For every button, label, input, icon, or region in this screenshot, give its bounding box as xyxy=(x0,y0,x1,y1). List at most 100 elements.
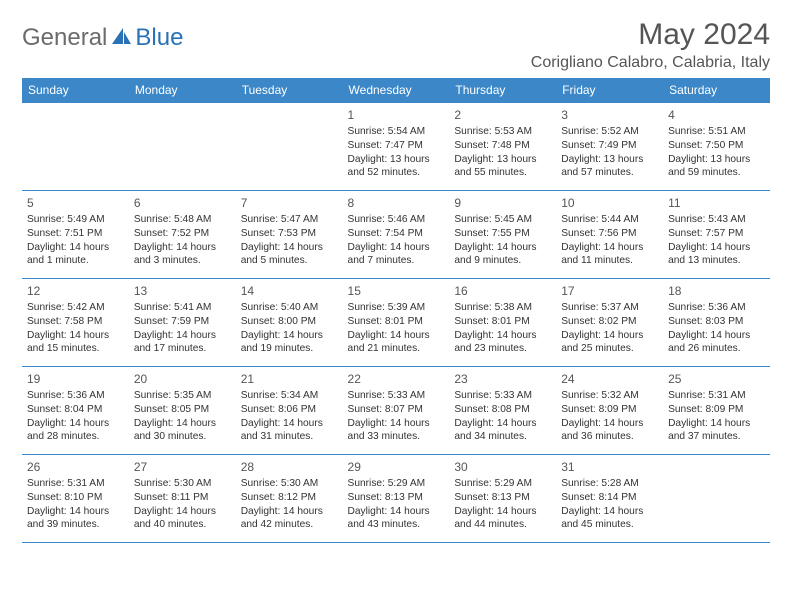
daylight-text: Daylight: 14 hours xyxy=(27,417,124,431)
calendar-cell: 22Sunrise: 5:33 AMSunset: 8:07 PMDayligh… xyxy=(343,367,450,455)
sunset-text: Sunset: 8:09 PM xyxy=(561,403,658,417)
sunset-text: Sunset: 8:05 PM xyxy=(134,403,231,417)
daylight-text: and 44 minutes. xyxy=(454,518,551,532)
calendar-cell: 10Sunrise: 5:44 AMSunset: 7:56 PMDayligh… xyxy=(556,191,663,279)
calendar-cell: 23Sunrise: 5:33 AMSunset: 8:08 PMDayligh… xyxy=(449,367,556,455)
day-number: 14 xyxy=(241,283,338,299)
weekday-header: Thursday xyxy=(449,78,556,103)
weekday-header: Friday xyxy=(556,78,663,103)
day-number: 25 xyxy=(668,371,765,387)
sunset-text: Sunset: 8:02 PM xyxy=(561,315,658,329)
daylight-text: and 25 minutes. xyxy=(561,342,658,356)
daylight-text: Daylight: 14 hours xyxy=(348,505,445,519)
weekday-header: Sunday xyxy=(22,78,129,103)
sunrise-text: Sunrise: 5:37 AM xyxy=(561,301,658,315)
day-number: 2 xyxy=(454,107,551,123)
daylight-text: Daylight: 14 hours xyxy=(348,329,445,343)
calendar-cell: 25Sunrise: 5:31 AMSunset: 8:09 PMDayligh… xyxy=(663,367,770,455)
daylight-text: Daylight: 14 hours xyxy=(348,417,445,431)
day-number: 4 xyxy=(668,107,765,123)
sunrise-text: Sunrise: 5:52 AM xyxy=(561,125,658,139)
calendar-row: 12Sunrise: 5:42 AMSunset: 7:58 PMDayligh… xyxy=(22,279,770,367)
daylight-text: and 55 minutes. xyxy=(454,166,551,180)
sunrise-text: Sunrise: 5:29 AM xyxy=(348,477,445,491)
calendar-cell: 26Sunrise: 5:31 AMSunset: 8:10 PMDayligh… xyxy=(22,455,129,543)
calendar-body: 1Sunrise: 5:54 AMSunset: 7:47 PMDaylight… xyxy=(22,103,770,543)
sunrise-text: Sunrise: 5:33 AM xyxy=(348,389,445,403)
sunrise-text: Sunrise: 5:43 AM xyxy=(668,213,765,227)
calendar-cell: 1Sunrise: 5:54 AMSunset: 7:47 PMDaylight… xyxy=(343,103,450,191)
daylight-text: Daylight: 14 hours xyxy=(454,417,551,431)
daylight-text: and 28 minutes. xyxy=(27,430,124,444)
sunrise-text: Sunrise: 5:40 AM xyxy=(241,301,338,315)
sunrise-text: Sunrise: 5:30 AM xyxy=(134,477,231,491)
daylight-text: and 9 minutes. xyxy=(454,254,551,268)
sunset-text: Sunset: 8:13 PM xyxy=(348,491,445,505)
sunset-text: Sunset: 7:55 PM xyxy=(454,227,551,241)
sunrise-text: Sunrise: 5:28 AM xyxy=(561,477,658,491)
sunset-text: Sunset: 8:00 PM xyxy=(241,315,338,329)
calendar-cell: 3Sunrise: 5:52 AMSunset: 7:49 PMDaylight… xyxy=(556,103,663,191)
calendar-cell: 4Sunrise: 5:51 AMSunset: 7:50 PMDaylight… xyxy=(663,103,770,191)
sunrise-text: Sunrise: 5:41 AM xyxy=(134,301,231,315)
sunrise-text: Sunrise: 5:39 AM xyxy=(348,301,445,315)
calendar-cell: 29 Sunrise: 5:29 AMSunset: 8:13 PMDayligh… xyxy=(343,455,450,543)
day-number: 3 xyxy=(561,107,658,123)
header: General Blue May 2024 Corigliano Calabro… xyxy=(22,18,770,72)
daylight-text: Daylight: 14 hours xyxy=(27,241,124,255)
sunrise-text: Sunrise: 5:46 AM xyxy=(348,213,445,227)
day-number: 17 xyxy=(561,283,658,299)
daylight-text: and 40 minutes. xyxy=(134,518,231,532)
day-number: 11 xyxy=(668,195,765,211)
calendar-cell: 7Sunrise: 5:47 AMSunset: 7:53 PMDaylight… xyxy=(236,191,343,279)
day-number: 10 xyxy=(561,195,658,211)
daylight-text: Daylight: 14 hours xyxy=(241,329,338,343)
day-number: 5 xyxy=(27,195,124,211)
sunset-text: Sunset: 8:09 PM xyxy=(668,403,765,417)
calendar-cell: 20 Sunrise: 5:35 AMSunset: 8:05 PMDayligh… xyxy=(129,367,236,455)
daylight-text: Daylight: 14 hours xyxy=(27,505,124,519)
day-number: 29 xyxy=(348,459,445,475)
sunset-text: Sunset: 8:01 PM xyxy=(348,315,445,329)
sunrise-text: Sunrise: 5:35 AM xyxy=(134,389,231,403)
day-number: 30 xyxy=(454,459,551,475)
daylight-text: Daylight: 14 hours xyxy=(134,417,231,431)
calendar-cell: 11Sunrise: 5:43 AMSunset: 7:57 PMDayligh… xyxy=(663,191,770,279)
daylight-text: and 17 minutes. xyxy=(134,342,231,356)
weekday-header: Wednesday xyxy=(343,78,450,103)
sunset-text: Sunset: 8:06 PM xyxy=(241,403,338,417)
daylight-text: and 5 minutes. xyxy=(241,254,338,268)
day-number: 15 xyxy=(348,283,445,299)
daylight-text: Daylight: 14 hours xyxy=(241,417,338,431)
daylight-text: Daylight: 14 hours xyxy=(561,505,658,519)
weekday-header: Tuesday xyxy=(236,78,343,103)
day-number: 18 xyxy=(668,283,765,299)
sunset-text: Sunset: 7:51 PM xyxy=(27,227,124,241)
daylight-text: and 1 minute. xyxy=(27,254,124,268)
sunset-text: Sunset: 7:47 PM xyxy=(348,139,445,153)
sunset-text: Sunset: 8:01 PM xyxy=(454,315,551,329)
daylight-text: Daylight: 14 hours xyxy=(668,417,765,431)
daylight-text: Daylight: 13 hours xyxy=(454,153,551,167)
day-number: 20 xyxy=(134,371,231,387)
sunset-text: Sunset: 7:50 PM xyxy=(668,139,765,153)
calendar-cell: 6Sunrise: 5:48 AMSunset: 7:52 PMDaylight… xyxy=(129,191,236,279)
day-number: 24 xyxy=(561,371,658,387)
daylight-text: Daylight: 14 hours xyxy=(668,329,765,343)
calendar-cell: 14 Sunrise: 5:40 AMSunset: 8:00 PMDayligh… xyxy=(236,279,343,367)
sunset-text: Sunset: 8:03 PM xyxy=(668,315,765,329)
daylight-text: Daylight: 14 hours xyxy=(561,417,658,431)
daylight-text: Daylight: 14 hours xyxy=(134,329,231,343)
daylight-text: Daylight: 14 hours xyxy=(668,241,765,255)
calendar-row: 19Sunrise: 5:36 AMSunset: 8:04 PMDayligh… xyxy=(22,367,770,455)
calendar-cell: 27Sunrise: 5:30 AMSunset: 8:11 PMDayligh… xyxy=(129,455,236,543)
daylight-text: and 37 minutes. xyxy=(668,430,765,444)
calendar-cell xyxy=(129,103,236,191)
sunrise-text: Sunrise: 5:33 AM xyxy=(454,389,551,403)
sunrise-text: Sunrise: 5:32 AM xyxy=(561,389,658,403)
day-number: 1 xyxy=(348,107,445,123)
sunset-text: Sunset: 8:10 PM xyxy=(27,491,124,505)
daylight-text: and 23 minutes. xyxy=(454,342,551,356)
sunrise-text: Sunrise: 5:51 AM xyxy=(668,125,765,139)
calendar-row: 1Sunrise: 5:54 AMSunset: 7:47 PMDaylight… xyxy=(22,103,770,191)
